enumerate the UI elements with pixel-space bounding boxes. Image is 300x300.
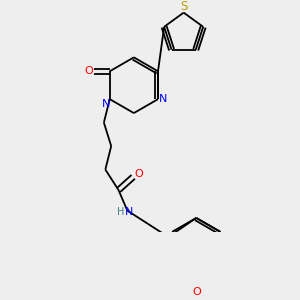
Text: S: S: [180, 0, 187, 13]
Text: N: N: [102, 99, 110, 109]
Text: H: H: [117, 207, 124, 217]
Text: O: O: [192, 287, 201, 297]
Text: O: O: [84, 66, 93, 76]
Text: N: N: [159, 94, 167, 104]
Text: N: N: [125, 207, 134, 217]
Text: O: O: [134, 169, 143, 179]
